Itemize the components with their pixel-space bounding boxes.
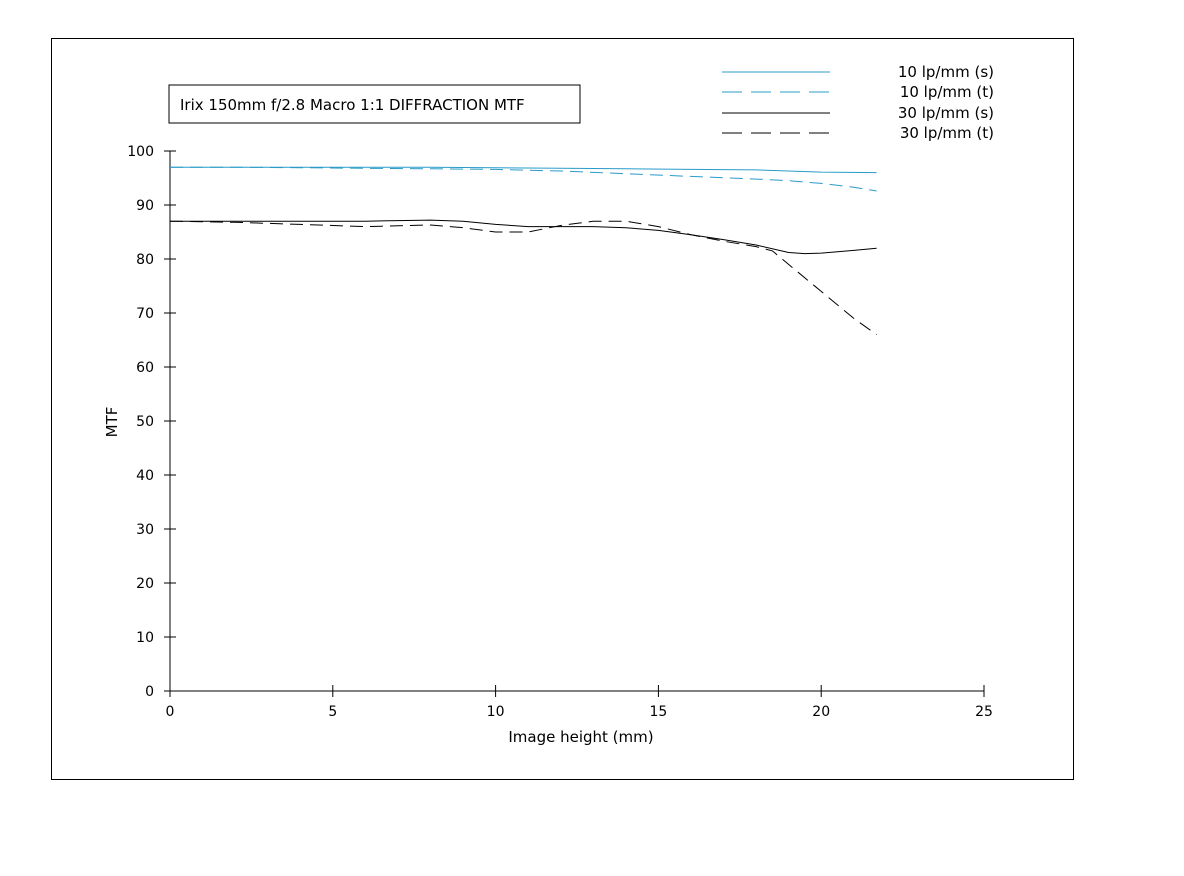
x-axis-title: Image height (mm) bbox=[508, 728, 653, 746]
series-line-4 bbox=[169, 220, 877, 336]
axes: 0 10 20 30 40 50 60 70 80 90 100 0 5 10 15 20 25 bbox=[127, 144, 993, 720]
y-tick-label: 0 bbox=[145, 684, 154, 700]
series-line-2 bbox=[170, 166, 877, 192]
y-tick-label: 100 bbox=[127, 144, 154, 160]
series-line-1 bbox=[170, 166, 877, 174]
legend-label-3: 30 lp/mm (s) bbox=[898, 104, 994, 122]
y-tick-label: 30 bbox=[136, 522, 154, 538]
chart-frame bbox=[51, 38, 1074, 780]
y-tick-label: 70 bbox=[136, 306, 154, 322]
x-tick-label: 25 bbox=[975, 704, 993, 720]
legend: 10 lp/mm (s) 10 lp/mm (t) 30 lp/mm (s) 30 l… bbox=[722, 63, 994, 142]
legend-label-1: 10 lp/mm (s) bbox=[898, 63, 994, 81]
title-box bbox=[168, 84, 581, 124]
legend-label-4: 30 lp/mm (t) bbox=[900, 124, 994, 142]
x-tick-label: 15 bbox=[649, 704, 667, 720]
y-axis-title: MTF bbox=[103, 407, 121, 438]
chart-title-box: Irix 150mm f/2.8 Macro 1:1 DIFFRACTION M… bbox=[168, 84, 581, 124]
y-tick-label: 20 bbox=[136, 576, 154, 592]
x-tick-label: 10 bbox=[487, 704, 505, 720]
y-tick-label: 80 bbox=[136, 252, 154, 268]
x-tick-label: 20 bbox=[812, 704, 830, 720]
y-tick-label: 50 bbox=[136, 414, 154, 430]
legend-label-2: 10 lp/mm (t) bbox=[900, 83, 994, 101]
y-tick-label: 10 bbox=[136, 630, 154, 646]
y-tick-label: 40 bbox=[136, 468, 154, 484]
chart-title: Irix 150mm f/2.8 Macro 1:1 DIFFRACTION M… bbox=[180, 96, 525, 114]
y-tick-label: 60 bbox=[136, 360, 154, 376]
x-tick-label: 5 bbox=[328, 704, 337, 720]
x-tick-label: 0 bbox=[166, 704, 175, 720]
y-tick-label: 90 bbox=[136, 198, 154, 214]
series-line-3 bbox=[170, 219, 877, 255]
series-lines bbox=[169, 166, 877, 336]
